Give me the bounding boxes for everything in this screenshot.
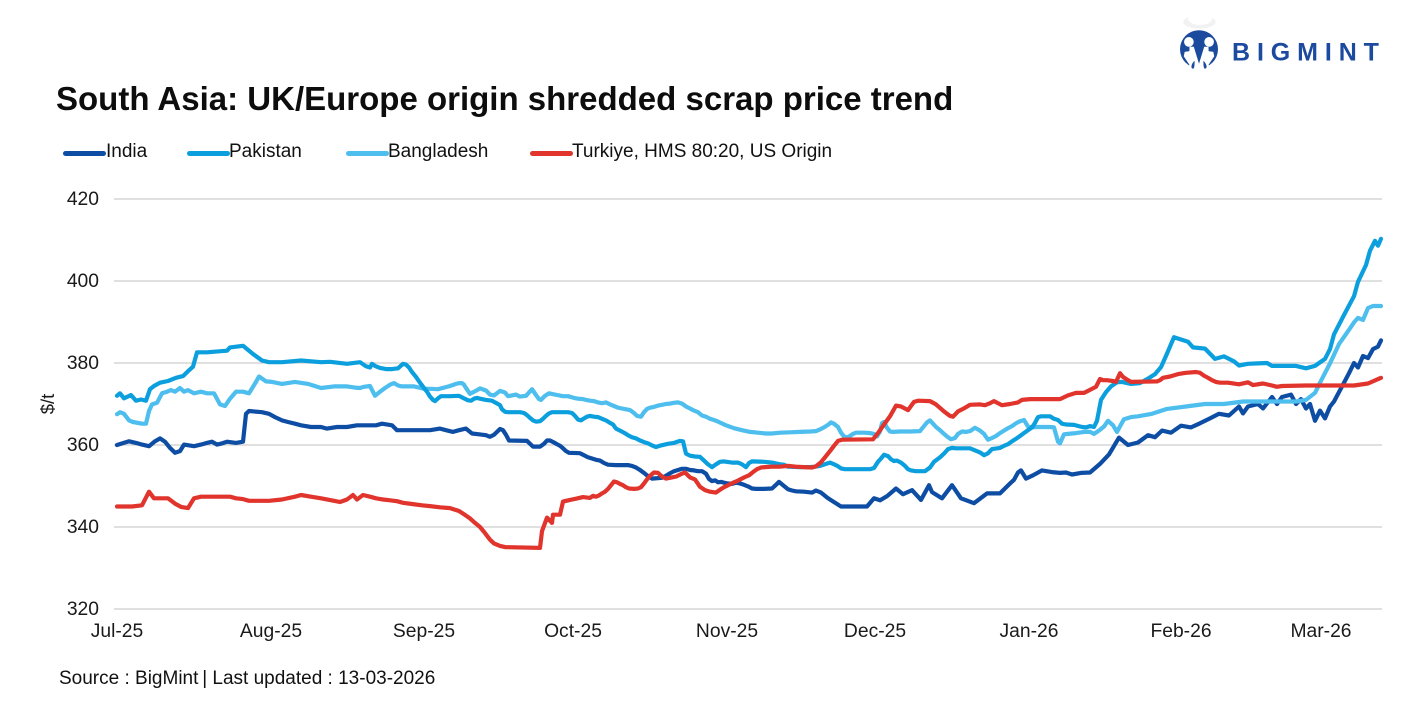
svg-text:Feb-26: Feb-26	[1150, 621, 1211, 642]
svg-text:Dec-25: Dec-25	[844, 621, 906, 642]
svg-text:Mar-26: Mar-26	[1290, 621, 1351, 642]
svg-text:340: 340	[67, 517, 99, 538]
svg-text:$/t: $/t	[37, 394, 58, 415]
svg-text:Nov-25: Nov-25	[696, 621, 758, 642]
svg-text:Jul-25: Jul-25	[91, 621, 144, 642]
svg-text:420: 420	[67, 189, 99, 210]
svg-text:Aug-25: Aug-25	[240, 621, 302, 642]
svg-text:Sep-25: Sep-25	[393, 621, 455, 642]
svg-text:Oct-25: Oct-25	[544, 621, 602, 642]
svg-text:360: 360	[67, 435, 99, 456]
svg-text:400: 400	[67, 271, 99, 292]
svg-text:380: 380	[67, 353, 99, 374]
svg-text:320: 320	[67, 599, 99, 620]
svg-text:Jan-26: Jan-26	[1000, 621, 1059, 642]
svg-text:BIGMINT: BIGMINT	[1232, 39, 1386, 67]
